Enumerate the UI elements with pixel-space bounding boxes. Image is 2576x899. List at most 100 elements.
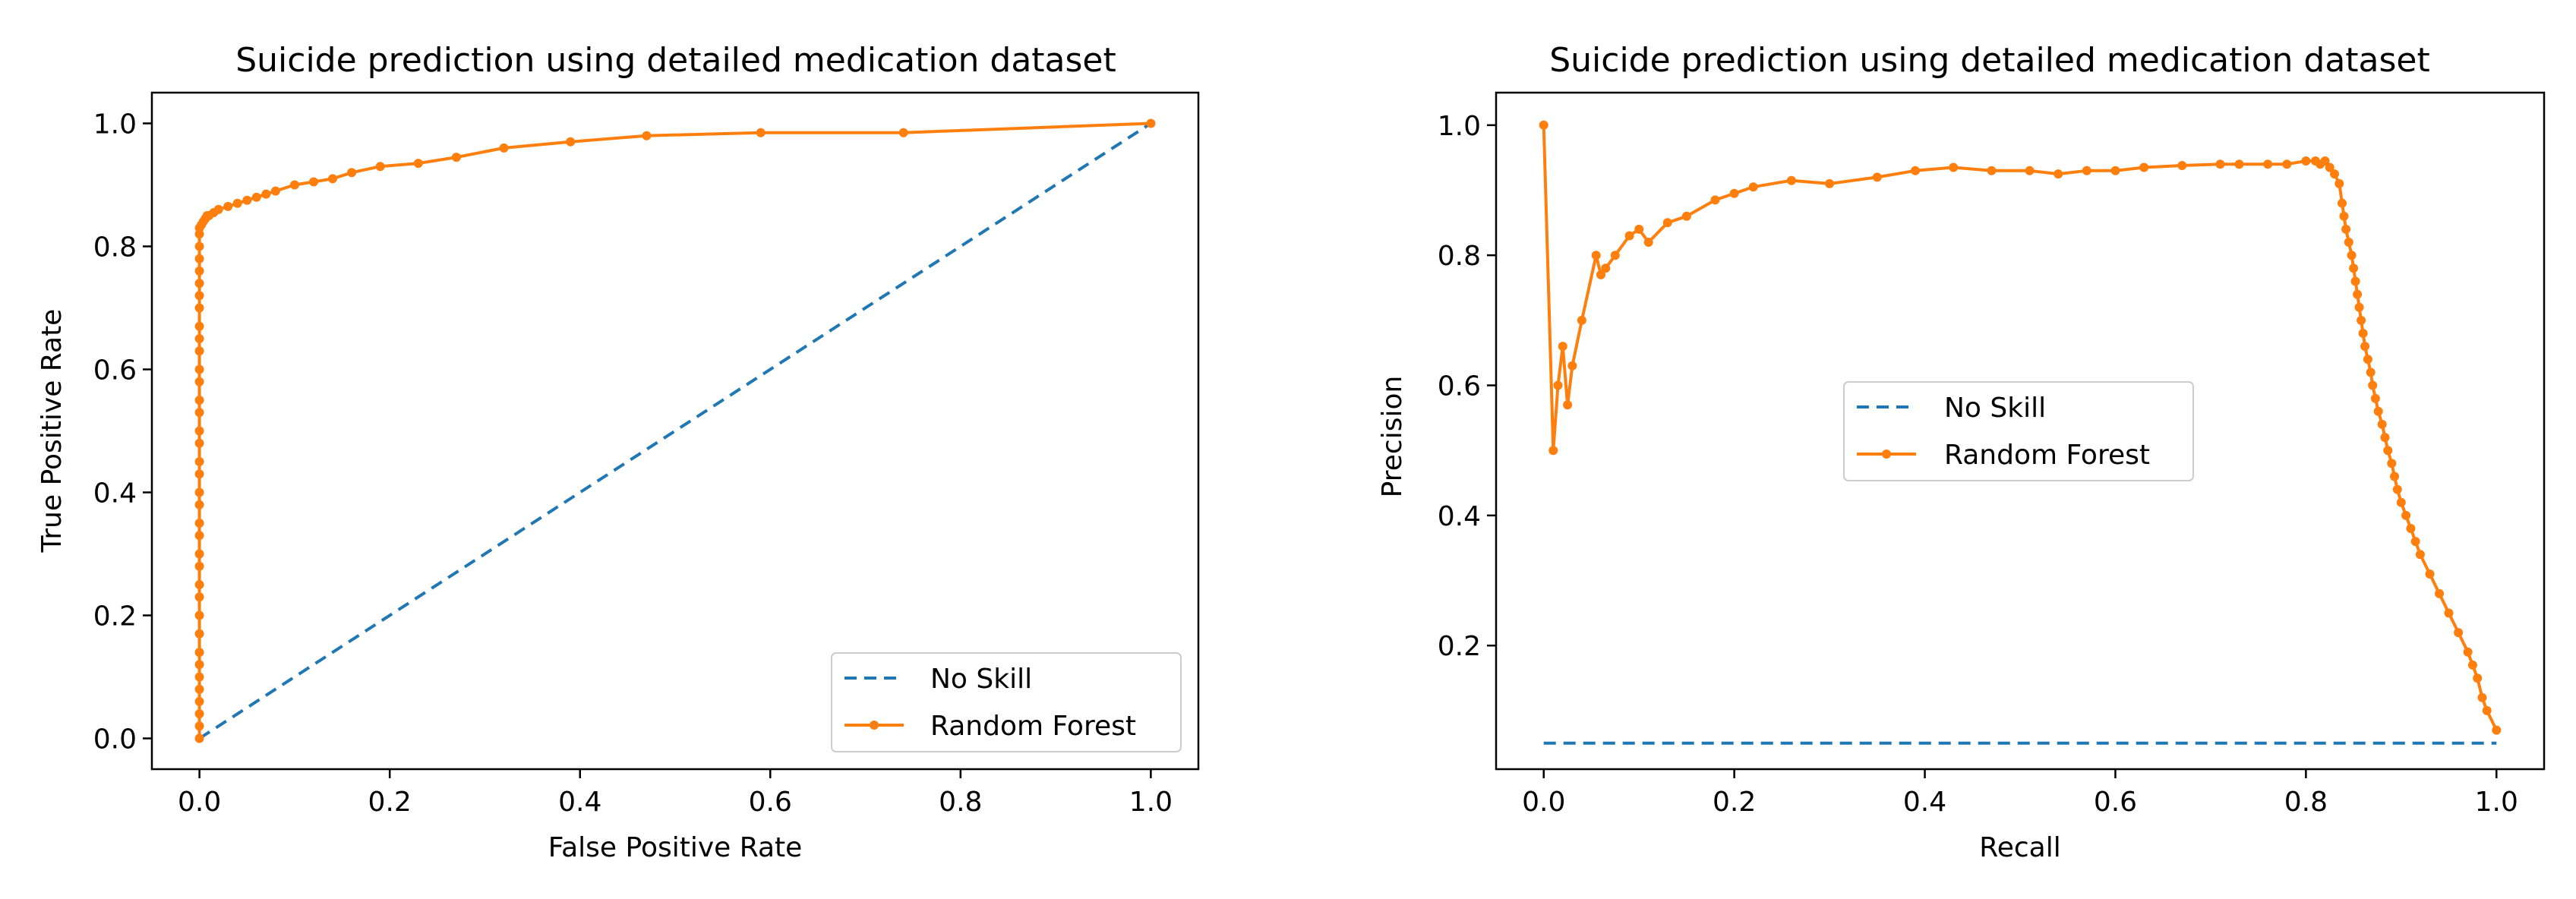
pr-data-point-random-forest <box>2263 159 2273 169</box>
pr-data-point-random-forest <box>2377 419 2387 429</box>
pr-data-point-random-forest <box>2341 224 2351 234</box>
pr-legend-no-skill-label: No Skill <box>1944 393 2046 424</box>
roc-data-point-random-forest <box>194 592 204 602</box>
roc-data-point-random-forest <box>194 346 204 356</box>
pr-data-point-random-forest <box>2406 524 2416 533</box>
roc-data-point-random-forest <box>194 721 204 731</box>
pr-x-tick-label: 0.6 <box>2094 787 2137 818</box>
pr-data-point-random-forest <box>1567 361 1577 371</box>
pr-data-point-random-forest <box>1748 182 1758 192</box>
pr-data-point-random-forest <box>2392 484 2402 494</box>
pr-x-tick-label: 0.2 <box>1713 787 1756 818</box>
roc-legend-no-skill-label: No Skill <box>930 664 1032 695</box>
pr-data-point-random-forest <box>2425 569 2435 579</box>
pr-data-point-random-forest <box>2353 289 2363 299</box>
pr-legend-random-forest-label: Random Forest <box>1944 440 2150 471</box>
pr-data-point-random-forest <box>2325 162 2334 172</box>
roc-plot-area <box>194 118 1156 743</box>
pr-data-point-random-forest <box>2139 162 2149 172</box>
roc-data-point-random-forest <box>194 241 204 251</box>
pr-data-point-random-forest <box>1558 342 1567 352</box>
pr-data-point-random-forest <box>2330 169 2339 179</box>
pr-data-point-random-forest <box>2492 725 2502 735</box>
pr-data-point-random-forest <box>1596 270 1605 279</box>
roc-data-point-random-forest <box>194 519 204 528</box>
roc-data-point-random-forest <box>194 364 204 374</box>
roc-chart-panel: Suicide prediction using detailed medica… <box>36 41 1200 863</box>
roc-data-point-random-forest <box>194 291 204 301</box>
roc-data-point-random-forest <box>194 377 204 386</box>
pr-data-point-random-forest <box>2387 459 2397 468</box>
roc-data-point-random-forest <box>194 648 204 658</box>
pr-data-point-random-forest <box>2082 166 2091 175</box>
pr-data-point-random-forest <box>2334 178 2344 188</box>
roc-data-point-random-forest <box>1146 118 1156 128</box>
pr-data-point-random-forest <box>1643 238 1653 247</box>
roc-data-point-random-forest <box>194 254 204 263</box>
roc-data-point-random-forest <box>194 672 204 682</box>
pr-data-point-random-forest <box>2366 367 2376 377</box>
pr-data-point-random-forest <box>2467 660 2477 670</box>
roc-y-tick-label: 0.0 <box>93 724 137 755</box>
roc-y-tick-label: 0.8 <box>93 232 137 263</box>
roc-legend-random-forest-marker <box>870 721 879 730</box>
pr-y-axis: 0.2 0.4 0.6 0.8 1.0 <box>1438 111 1496 662</box>
pr-data-point-random-forest <box>1872 172 1882 182</box>
pr-data-point-random-forest <box>2177 161 2187 170</box>
roc-data-point-random-forest <box>194 396 204 405</box>
pr-x-tick-label: 1.0 <box>2475 787 2518 818</box>
roc-data-point-random-forest <box>194 457 204 466</box>
pr-data-point-random-forest <box>2054 169 2063 179</box>
pr-data-point-random-forest <box>1591 251 1601 260</box>
roc-data-point-random-forest <box>194 303 204 313</box>
pr-data-point-random-forest <box>2380 433 2390 443</box>
pr-chart-panel: Suicide prediction using detailed medica… <box>1377 41 2546 863</box>
pr-data-point-random-forest <box>2363 355 2372 364</box>
roc-data-point-random-forest <box>309 177 318 187</box>
roc-data-point-random-forest <box>194 426 204 436</box>
pr-data-point-random-forest <box>1624 231 1634 241</box>
pr-data-point-random-forest <box>1729 188 1739 198</box>
pr-data-point-random-forest <box>2410 537 2420 547</box>
pr-data-point-random-forest <box>2347 251 2357 260</box>
pr-data-point-random-forest <box>2463 647 2473 657</box>
roc-data-point-random-forest <box>756 128 766 137</box>
roc-data-point-random-forest <box>194 684 204 694</box>
pr-data-point-random-forest <box>2415 550 2425 560</box>
roc-data-point-random-forest <box>223 201 233 211</box>
roc-x-tick-label: 0.0 <box>178 787 221 818</box>
pr-y-axis-label: Precision <box>1377 376 1408 498</box>
roc-data-point-random-forest <box>328 174 337 184</box>
pr-y-tick-label: 0.6 <box>1438 371 1481 402</box>
pr-data-point-random-forest <box>2358 329 2368 338</box>
pr-data-point-random-forest <box>2350 276 2360 286</box>
pr-x-axis: 0.0 0.2 0.4 0.6 0.8 1.0 <box>1522 769 2518 818</box>
pr-data-point-random-forest <box>2349 263 2359 273</box>
pr-legend-box <box>1843 381 2194 481</box>
roc-y-tick-label: 0.2 <box>93 601 137 632</box>
roc-y-axis: 0.0 0.2 0.4 0.6 0.8 1.0 <box>93 109 152 755</box>
pr-data-point-random-forest <box>1563 400 1573 410</box>
pr-data-point-random-forest <box>1577 315 1586 325</box>
pr-plot-area <box>1539 120 2502 745</box>
roc-data-point-random-forest <box>566 137 576 147</box>
pr-data-point-random-forest <box>2373 406 2383 416</box>
pr-y-tick-label: 0.4 <box>1438 501 1481 532</box>
roc-y-tick-label: 0.6 <box>93 355 137 386</box>
roc-x-axis-label: False Positive Rate <box>548 832 803 863</box>
roc-data-point-random-forest <box>375 162 385 172</box>
roc-data-point-random-forest <box>194 321 204 331</box>
roc-data-point-random-forest <box>194 531 204 541</box>
roc-legend-box <box>831 652 1182 752</box>
pr-data-point-random-forest <box>2338 198 2347 208</box>
pr-data-point-random-forest <box>1548 446 1558 456</box>
roc-x-tick-label: 0.2 <box>368 787 412 818</box>
roc-data-point-random-forest <box>242 195 252 205</box>
roc-data-point-random-forest <box>194 660 204 670</box>
roc-data-point-random-forest <box>194 610 204 620</box>
pr-y-tick-label: 0.2 <box>1438 631 1481 662</box>
roc-data-point-random-forest <box>194 629 204 639</box>
roc-data-point-random-forest <box>194 408 204 418</box>
pr-data-point-random-forest <box>1987 166 1997 175</box>
